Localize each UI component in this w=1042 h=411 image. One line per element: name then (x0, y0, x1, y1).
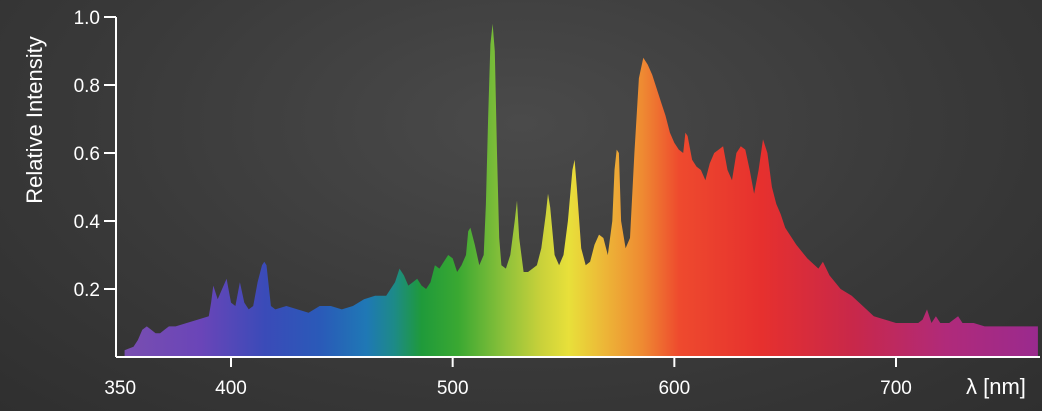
spectrum-area (124, 23, 1038, 358)
y-tick-label: 0.2 (74, 280, 100, 301)
x-tick-label: 500 (437, 378, 469, 399)
y-tick-label: 0.4 (74, 212, 101, 233)
y-ticks: 0.2 0.4 0.6 0.8 1.0 (74, 8, 116, 301)
x-tick-label: 350 (104, 378, 136, 399)
x-tick-label: 400 (215, 378, 247, 399)
x-tick-label: 700 (880, 378, 912, 399)
x-ticks: 350 400 500 600 700 (104, 357, 912, 399)
y-tick-label: 0.6 (74, 144, 100, 165)
axes (115, 17, 1040, 358)
x-axis-label: λ [nm] (966, 374, 1026, 399)
y-tick-label: 1.0 (74, 8, 100, 29)
y-axis-label: Relative Intensity (22, 36, 47, 204)
x-tick-label: 600 (658, 378, 690, 399)
y-tick-label: 0.8 (74, 76, 100, 97)
